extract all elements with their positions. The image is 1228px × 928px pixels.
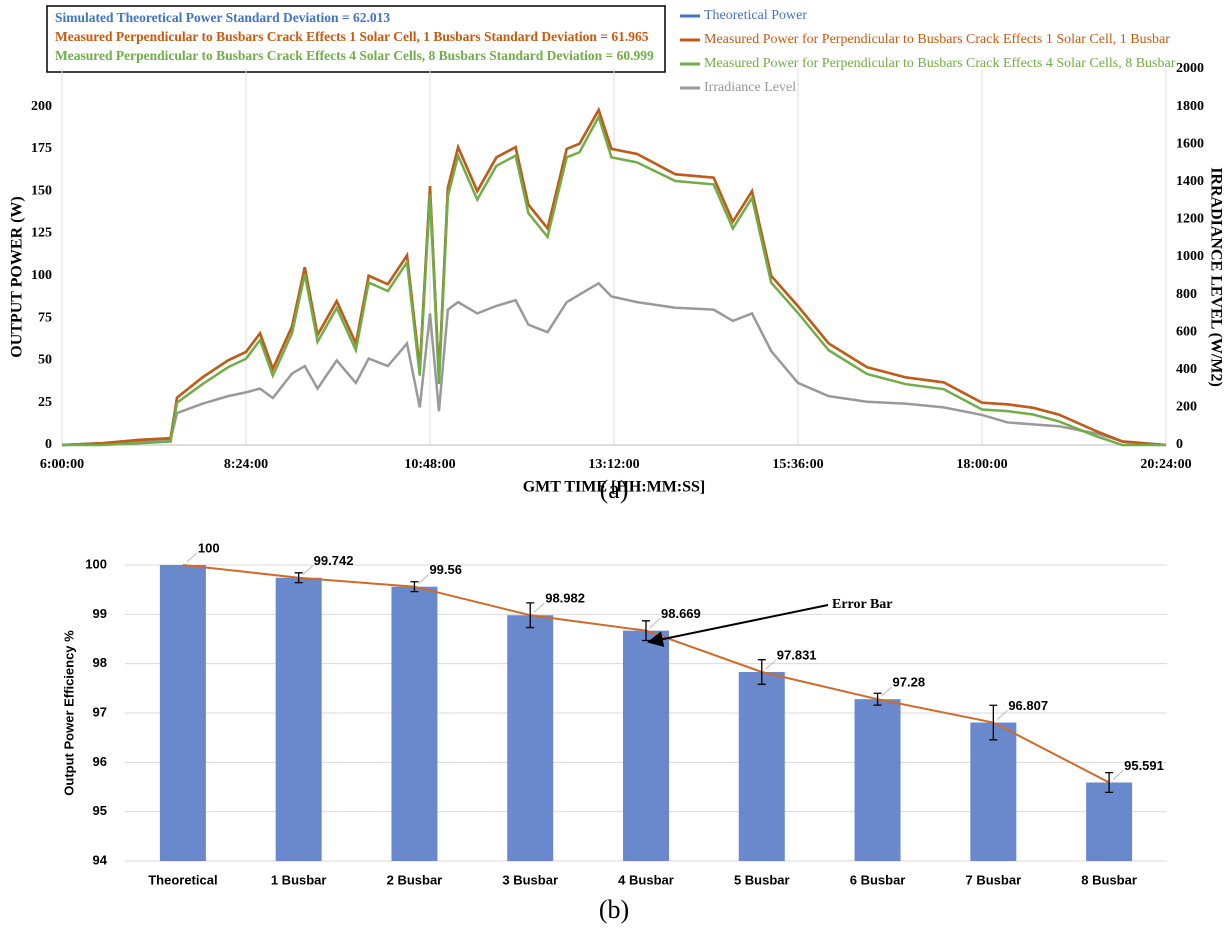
- leader-line: [996, 710, 1008, 720]
- bar: [159, 565, 206, 861]
- leader-line: [533, 602, 545, 613]
- annotation: Measured Perpendicular to Busbars Crack …: [55, 29, 649, 44]
- x-tick-label: 7 Busbar: [966, 872, 1022, 887]
- value-label: 99.56: [429, 562, 462, 577]
- leader-line: [881, 686, 892, 697]
- bar: [507, 615, 554, 861]
- error-bar: [873, 692, 882, 706]
- x-tick-label: 10:48:00: [404, 457, 455, 472]
- y-tick-label: 50: [38, 353, 52, 368]
- x-tick-label: 20:24:00: [1140, 457, 1191, 472]
- x-tick-label: 8 Busbar: [1081, 872, 1137, 887]
- legend-label: Irradiance Level: [704, 80, 796, 95]
- x-tick-label: 1 Busbar: [271, 872, 327, 887]
- bar: [970, 722, 1017, 861]
- x-tick-label: 15:36:00: [772, 457, 823, 472]
- legend-label: Theoretical Power: [704, 8, 807, 23]
- value-label: 98.669: [661, 606, 701, 621]
- bar: [1086, 782, 1133, 861]
- bar: [623, 630, 669, 861]
- x-axis-title: GMT TIME [HH:MM:SS]: [523, 479, 706, 496]
- y-tick-label: 75: [38, 310, 52, 325]
- annotation: Simulated Theoretical Power Standard Dev…: [55, 10, 390, 25]
- y2-tick-label: 800: [1176, 287, 1197, 302]
- y-tick-label: 150: [31, 183, 52, 198]
- legend-label: Measured Power for Perpendicular to Busb…: [704, 56, 1176, 71]
- legend-label: Measured Power for Perpendicular to Busb…: [704, 32, 1170, 47]
- error-bar: [526, 602, 535, 629]
- y-tick-label: 99: [93, 606, 107, 621]
- value-label: 95.591: [1124, 758, 1164, 773]
- y-tick-label: 25: [38, 395, 52, 410]
- y2-tick-label: 1000: [1176, 249, 1204, 264]
- value-label: 99.742: [314, 553, 354, 568]
- bar: [275, 577, 322, 861]
- value-label: 97.28: [893, 675, 926, 690]
- x-tick-label: 6 Busbar: [850, 872, 906, 887]
- y-axis-title: Output Power Efficiency %: [61, 630, 76, 796]
- leader-line: [649, 618, 661, 629]
- bar: [738, 672, 785, 861]
- y2-tick-label: 600: [1176, 324, 1197, 339]
- x-tick-label: 18:00:00: [956, 457, 1007, 472]
- y2-tick-label: 1400: [1176, 174, 1204, 189]
- value-label: 96.807: [1008, 698, 1048, 713]
- x-tick-label: 13:12:00: [588, 457, 639, 472]
- y2-tick-label: 2000: [1176, 61, 1204, 76]
- y2-axis-title: IRRADIANCE LEVEL (W/M2): [1207, 167, 1224, 387]
- y-tick-label: 94: [93, 852, 108, 867]
- annotation-arrow: [647, 604, 829, 648]
- x-tick-label: 3 Busbar: [502, 872, 558, 887]
- y-tick-label: 175: [31, 141, 52, 156]
- y2-tick-label: 1800: [1176, 99, 1204, 114]
- bar: [854, 699, 901, 861]
- y2-tick-label: 200: [1176, 400, 1197, 415]
- y-tick-label: 100: [85, 556, 107, 571]
- error-bar: [410, 581, 419, 593]
- y-tick-label: 95: [93, 803, 107, 818]
- y-tick-label: 97: [93, 704, 107, 719]
- x-tick-label: Theoretical: [148, 872, 217, 887]
- x-tick-label: 5 Busbar: [734, 872, 790, 887]
- y-tick-label: 0: [45, 437, 52, 452]
- x-tick-label: 8:24:00: [224, 457, 268, 472]
- value-label: 97.831: [777, 647, 817, 662]
- leader-line: [186, 552, 198, 563]
- y-tick-label: 200: [31, 99, 52, 114]
- y-tick-label: 98: [93, 655, 107, 670]
- y2-tick-label: 1200: [1176, 212, 1204, 227]
- y-axis-title: OUTPUT POWER (W): [9, 196, 26, 357]
- bar: [391, 586, 438, 861]
- error-bar: [1105, 771, 1114, 794]
- y-tick-label: 125: [31, 226, 52, 241]
- value-label: 98.982: [545, 591, 585, 606]
- series-line: [61, 106, 1167, 447]
- x-tick-label: 6:00:00: [40, 457, 84, 472]
- annotation-box: [46, 5, 666, 73]
- value-label: 100: [198, 540, 220, 555]
- x-tick-label: 4 Busbar: [618, 872, 674, 887]
- x-tick-label: 2 Busbar: [387, 872, 443, 887]
- caption: (b): [599, 895, 629, 924]
- y2-tick-label: 0: [1176, 437, 1183, 452]
- leader-line: [418, 574, 429, 585]
- caption: (a): [600, 475, 629, 504]
- error-bar: [294, 572, 303, 584]
- y2-tick-label: 400: [1176, 362, 1197, 377]
- series-line: [61, 281, 1167, 447]
- error-bar: [757, 659, 766, 685]
- y-tick-label: 96: [93, 754, 107, 769]
- series-line: [62, 113, 1166, 447]
- y-tick-label: 100: [31, 268, 52, 283]
- annotation: Measured Perpendicular to Busbars Crack …: [55, 48, 654, 63]
- leader-line: [1112, 770, 1124, 780]
- error-bar: [989, 704, 998, 741]
- y2-tick-label: 1600: [1176, 136, 1204, 151]
- annotation: Error Bar: [832, 597, 893, 612]
- leader-line: [302, 565, 314, 576]
- leader-line: [765, 659, 777, 670]
